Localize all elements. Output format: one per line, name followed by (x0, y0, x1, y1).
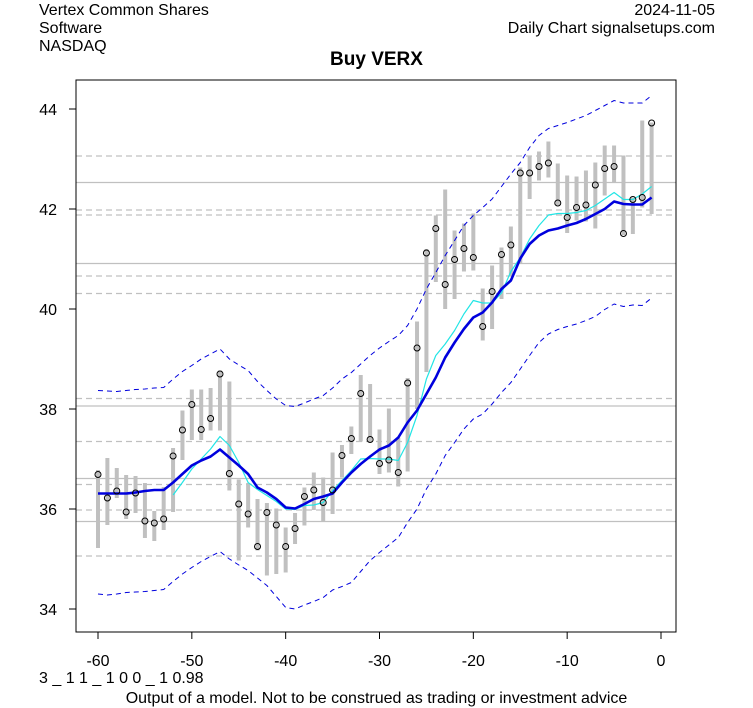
close-marker (460, 245, 468, 252)
close-marker (404, 379, 412, 387)
close-marker (338, 452, 346, 459)
close-marker (432, 225, 440, 232)
close-marker (347, 435, 355, 442)
close-marker (94, 471, 102, 478)
close-marker (141, 517, 149, 525)
x-tick-label: -30 (368, 653, 391, 670)
close-marker (132, 489, 140, 497)
close-marker (254, 543, 262, 550)
y-tick-label: 44 (39, 102, 57, 119)
close-marker (169, 452, 177, 460)
close-marker (272, 521, 280, 529)
close-marker (235, 500, 243, 508)
close-marker (103, 494, 111, 502)
close-marker (554, 199, 562, 207)
close-marker (282, 543, 290, 550)
close-marker (310, 486, 318, 494)
series-lower-band (97, 297, 652, 610)
close-marker (619, 230, 627, 237)
close-marker (178, 426, 186, 434)
close-marker (300, 493, 308, 500)
x-tick-label: -60 (86, 653, 109, 670)
sector-label: Software (39, 20, 103, 37)
close-marker (122, 508, 130, 516)
series-upper-band (97, 95, 652, 407)
close-marker (507, 241, 515, 249)
series-fast-average (172, 186, 652, 511)
close-marker (188, 401, 196, 408)
close-marker (648, 119, 656, 127)
series-main-average (98, 196, 653, 510)
close-marker (422, 249, 430, 257)
close-marker (591, 181, 599, 189)
close-marker (526, 169, 534, 177)
y-tick-label: 36 (39, 502, 57, 519)
x-tick-label: -10 (556, 653, 579, 670)
close-marker (573, 204, 581, 211)
reference-lines (76, 155, 676, 557)
company-name: Vertex Common Shares (39, 2, 209, 19)
chart-source: Daily Chart signalsetups.com (507, 20, 715, 37)
y-tick-label: 40 (39, 302, 57, 319)
y-tick-label: 34 (39, 602, 57, 619)
close-marker (488, 288, 496, 295)
close-marker (451, 256, 459, 263)
close-marker (263, 509, 271, 516)
close-marker (497, 251, 505, 258)
y-tick-label: 42 (39, 202, 57, 219)
x-tick-label: -20 (462, 653, 485, 670)
exchange-label: NASDAQ (39, 38, 107, 55)
close-marker (160, 515, 168, 523)
close-marker (329, 486, 337, 494)
close-marker (582, 201, 590, 209)
close-markers (94, 119, 656, 550)
close-marker (394, 469, 402, 476)
close-marker (601, 165, 609, 172)
series-lines (97, 95, 653, 610)
close-marker (441, 281, 449, 288)
close-marker (629, 196, 637, 203)
close-marker (319, 499, 327, 506)
plot-frame (75, 79, 677, 633)
price-bars (96, 120, 654, 576)
y-axis: 34 36 38 40 42 44 (39, 102, 76, 619)
close-marker (469, 254, 477, 261)
x-axis: -60 -50 -40 -30 -20 -10 0 (86, 632, 666, 670)
disclaimer: Output of a model. Not to be construed a… (125, 690, 628, 707)
close-marker (610, 163, 618, 170)
close-marker (207, 415, 215, 422)
close-marker (357, 390, 365, 397)
close-marker (544, 159, 552, 167)
close-marker (225, 470, 233, 477)
close-marker (638, 194, 646, 201)
close-marker (516, 169, 524, 177)
y-tick-label: 38 (39, 402, 57, 419)
close-marker (197, 426, 205, 433)
chart-date: 2024-11-05 (634, 2, 715, 19)
chart-title: Buy VERX (330, 49, 423, 70)
close-marker (150, 519, 158, 527)
close-marker (113, 487, 121, 495)
close-marker (244, 510, 252, 518)
close-marker (366, 436, 374, 443)
close-marker (413, 344, 421, 352)
close-marker (479, 323, 487, 330)
x-tick-label: -50 (180, 653, 203, 670)
model-code: 3 _ 1 1 _ 1 0 0 _ 1 0.98 (39, 670, 204, 687)
x-tick-label: 0 (657, 653, 666, 670)
close-marker (563, 214, 571, 221)
close-marker (535, 163, 543, 170)
close-marker (216, 370, 224, 378)
close-marker (291, 525, 299, 532)
x-tick-label: -40 (274, 653, 297, 670)
close-marker (376, 460, 383, 467)
close-marker (385, 456, 393, 464)
